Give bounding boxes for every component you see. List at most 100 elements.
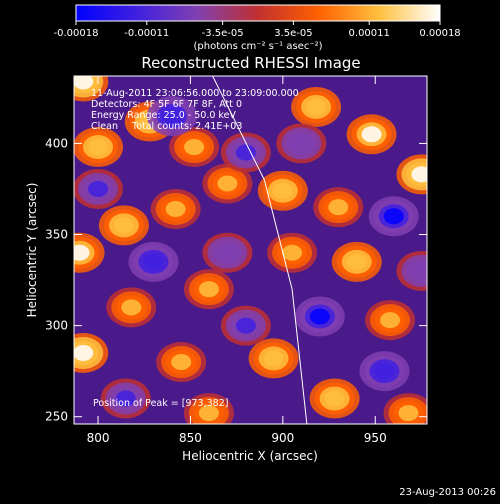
emission-blob <box>220 132 271 173</box>
emission-blob <box>220 305 271 346</box>
colorbar-unit-label: (photons cm⁻² s⁻¹ asec⁻²) <box>193 41 322 52</box>
emission-blob-ring <box>328 199 349 216</box>
emission-blob <box>74 168 124 209</box>
emission-blob-ring <box>184 139 205 156</box>
emission-blob-ring <box>88 180 109 197</box>
emission-blob-ring <box>113 217 134 234</box>
emission-blob-ring <box>88 139 109 156</box>
emission-blob-ring <box>198 281 219 298</box>
emission-blob <box>383 393 427 424</box>
emission-blob <box>202 163 253 204</box>
emission-blob <box>396 154 427 195</box>
emission-blob <box>74 232 105 273</box>
emission-blob-ring <box>121 299 142 316</box>
emission-blob <box>74 127 124 168</box>
time-range-label: 11-Aug-2011 23:06:56.000 to 23:09:00.000 <box>91 88 299 99</box>
emission-blob-ring <box>74 244 90 261</box>
x-tick-label: 950 <box>364 431 387 445</box>
emission-blob <box>74 76 109 102</box>
colorbar-tick-label: 0.00018 <box>419 28 460 39</box>
x-tick-label: 900 <box>271 431 294 445</box>
emission-blob-ring <box>171 354 192 371</box>
emission-blob <box>294 296 345 337</box>
colorbar-tick-label: 3.5e-05 <box>274 28 312 39</box>
emission-blob-ring <box>346 253 367 270</box>
x-axis-label: Heliocentric X (arcsec) <box>182 449 318 463</box>
emission-blob <box>146 96 197 137</box>
colorbar <box>76 5 440 21</box>
emission-blob <box>368 196 419 237</box>
emission-blob-ring <box>383 208 404 225</box>
emission-blob-ring <box>235 144 256 161</box>
y-tick-label: 300 <box>45 319 68 333</box>
annotation-block: 11-Aug-2011 23:06:56.000 to 23:09:00.000… <box>91 88 299 132</box>
x-axis-ticks: 800 850 900 950 <box>87 76 387 445</box>
y-tick-label: 350 <box>45 228 68 242</box>
emission-blob-ring <box>272 182 293 199</box>
method-label: Clean <box>91 121 118 132</box>
emission-blob-ring <box>380 312 401 329</box>
emission-blob-ring <box>374 363 395 380</box>
colorbar-tick-label: -0.00018 <box>54 28 99 39</box>
emission-blob <box>309 378 360 419</box>
emission-blob-ring <box>165 201 186 218</box>
emission-blob-ring <box>198 405 219 422</box>
detectors-label: Detectors: 4F 5F 6F 7F 8F, Att 0 <box>91 99 242 110</box>
emission-blob-ring <box>161 108 182 125</box>
emission-blob <box>291 86 342 127</box>
emission-map <box>74 76 427 424</box>
emission-blob-ring <box>235 317 256 334</box>
emission-blob-ring <box>282 244 303 261</box>
emission-blob-ring <box>74 344 94 361</box>
emission-blob <box>313 187 364 228</box>
emission-blob-ring <box>306 98 327 115</box>
emission-blob <box>183 269 234 310</box>
y-tick-label: 250 <box>45 410 68 424</box>
y-axis-ticks: 250 300 350 400 <box>45 136 427 424</box>
y-tick-label: 400 <box>45 136 68 150</box>
solar-limb-curve <box>212 76 308 424</box>
footer-date: 23-Aug-2013 00:26 <box>399 487 496 498</box>
emission-blob <box>331 241 382 282</box>
emission-blob <box>202 232 253 273</box>
colorbar-tick-label: -0.00011 <box>124 28 169 39</box>
emission-blob <box>396 250 427 291</box>
colorbar-tick-label: -3.5e-05 <box>202 28 244 39</box>
chart-title: Reconstructed RHESSI Image <box>141 54 360 72</box>
y-axis-label: Heliocentric Y (arcsec) <box>25 183 39 318</box>
emission-blob <box>128 241 179 282</box>
emission-blob <box>150 189 201 230</box>
emission-blob <box>169 127 220 168</box>
emission-blob-ring <box>411 262 427 279</box>
emission-blob-ring <box>217 175 238 192</box>
emission-blob <box>276 123 327 164</box>
emission-blob-ring <box>324 390 345 407</box>
x-tick-label: 850 <box>179 431 202 445</box>
emission-blob-ring <box>309 308 330 325</box>
peak-position-label: Position of Peak = [973,382] <box>93 398 228 409</box>
emission-blob <box>98 205 149 246</box>
total-counts-label: Total counts: 2.41E+03 <box>131 121 242 132</box>
emission-blob <box>267 232 318 273</box>
emission-blob-ring <box>411 166 427 183</box>
plot-frame <box>73 75 428 425</box>
emission-blob <box>248 338 299 379</box>
emission-blob-ring <box>217 244 238 261</box>
x-tick-label: 800 <box>87 431 110 445</box>
colorbar-tick-label: 0.00011 <box>349 28 390 39</box>
emission-blob-ring <box>361 126 382 143</box>
emission-blob-ring <box>291 135 312 152</box>
emission-blob-ring <box>115 390 136 407</box>
emission-blob-ring <box>263 350 284 367</box>
emission-blob <box>359 351 410 392</box>
colorbar-ticks: -0.00018 -0.00011 -3.5e-05 3.5e-05 0.00011 0.… <box>54 21 461 39</box>
emission-blob-ring <box>143 253 164 270</box>
emission-blob-ring <box>74 76 94 90</box>
emission-blob <box>106 287 157 328</box>
emission-blob <box>74 332 109 373</box>
emission-blob <box>183 393 234 424</box>
emission-blob <box>365 300 416 341</box>
emission-blob-ring <box>398 405 419 422</box>
emission-blob <box>156 342 207 383</box>
